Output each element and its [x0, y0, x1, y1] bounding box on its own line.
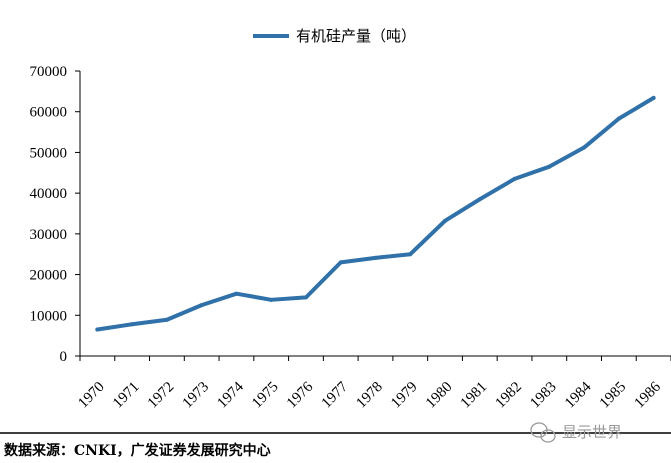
- x-tick-label: 1983: [527, 379, 560, 412]
- watermark-text: 显示世界: [562, 423, 622, 441]
- x-tick-label: 1971: [110, 379, 143, 412]
- x-tick-label: 1975: [249, 379, 282, 412]
- y-tick-label: 50000: [30, 145, 68, 161]
- data-point: [408, 252, 413, 257]
- data-point: [303, 295, 308, 300]
- series-line-0: [95, 95, 656, 332]
- data-point: [164, 317, 169, 322]
- data-point: [130, 322, 135, 327]
- y-tick-label: 10000: [30, 308, 68, 324]
- data-point: [616, 116, 621, 121]
- y-tick-label: 30000: [30, 227, 68, 243]
- data-point: [338, 260, 343, 265]
- data-point: [234, 291, 239, 296]
- x-tick-label: 1977: [319, 379, 352, 412]
- wechat-icon: [530, 422, 556, 443]
- x-tick-label: 1970: [75, 379, 108, 412]
- x-tick-label: 1984: [562, 379, 595, 412]
- data-point: [269, 297, 274, 302]
- y-tick-label: 70000: [30, 64, 68, 80]
- data-point: [547, 164, 552, 169]
- x-tick-label: 1973: [180, 379, 213, 412]
- y-tick-label: 20000: [30, 268, 68, 284]
- data-point: [95, 327, 100, 332]
- legend-label: 有机硅产量（吨）: [296, 27, 416, 45]
- x-tick-label: 1978: [353, 379, 386, 412]
- x-tick-label: 1979: [388, 379, 421, 412]
- x-tick-label: 1985: [597, 379, 630, 412]
- data-point: [582, 145, 587, 150]
- y-tick-label: 0: [60, 349, 68, 365]
- y-tick-label: 40000: [30, 186, 68, 202]
- data-point: [477, 197, 482, 202]
- data-point: [443, 218, 448, 223]
- data-point: [373, 255, 378, 260]
- data-point: [512, 176, 517, 181]
- x-tick-label: 1982: [492, 379, 525, 412]
- x-tick-label: 1980: [423, 379, 456, 412]
- legend: 有机硅产量（吨）: [253, 27, 416, 45]
- x-tick-label: 1976: [284, 379, 317, 412]
- x-tick-label: 1974: [214, 379, 247, 412]
- watermark: 显示世界: [530, 422, 622, 443]
- x-tick-label: 1986: [632, 379, 665, 412]
- x-tick-label: 1972: [145, 379, 178, 412]
- y-tick-label: 60000: [30, 105, 68, 121]
- series-group: [95, 95, 656, 332]
- source-note: 数据来源：CNKI，广发证券发展研究中心: [4, 442, 271, 459]
- data-point: [199, 303, 204, 308]
- x-tick-label: 1981: [458, 379, 491, 412]
- data-point: [651, 95, 656, 100]
- x-axis: 1970 1971 1972 1973 1974 1975 1976 1977 1978 1979…: [75, 355, 671, 412]
- y-axis: 0 10000 20000 30000 40000 50000 60000 70000: [30, 64, 81, 365]
